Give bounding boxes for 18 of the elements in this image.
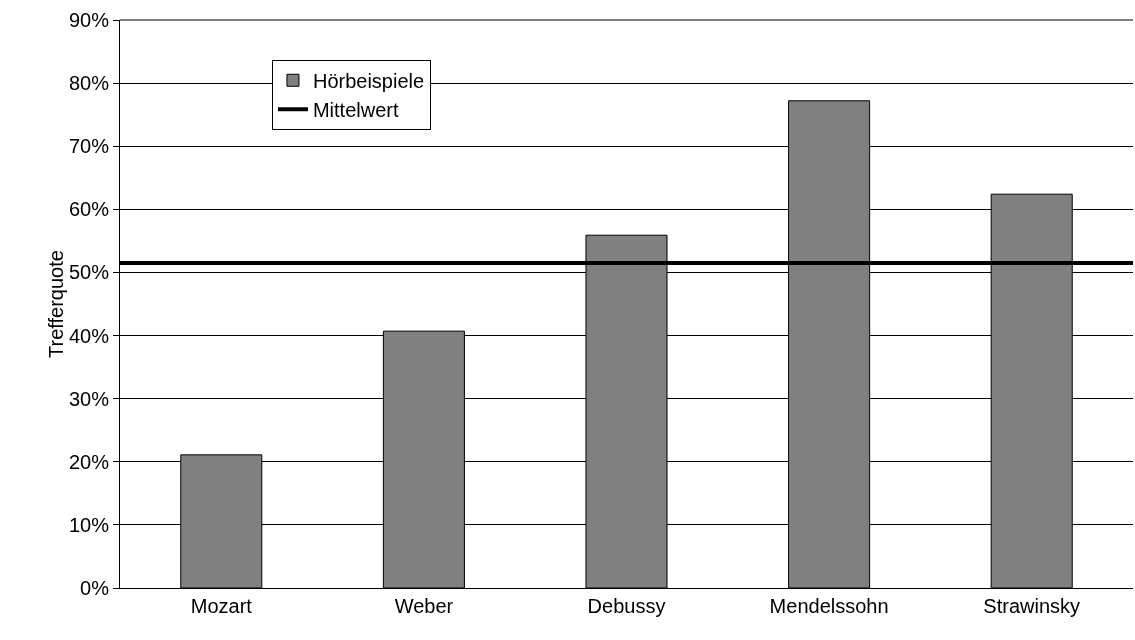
x-tick-label: Mozart [190,595,253,617]
y-tick-label: 30% [68,387,110,410]
legend-label: Mittelwert [312,99,399,122]
y-axis-title: Trefferquote [44,250,67,358]
y-tick-label: 0% [80,577,110,599]
y-tick-label: 90% [68,9,110,31]
x-tick-label: Weber [394,595,454,617]
y-tick-label: 80% [68,72,110,95]
y-tick-label: 40% [68,324,110,347]
x-tick-label: Strawinsky [983,595,1081,617]
y-tick-label: 60% [68,198,110,221]
x-tick-label: Mendelssohn [769,595,889,617]
y-tick-label: 50% [68,261,110,284]
y-tick-label: 20% [68,450,110,473]
legend-label: Hörbeispiele [312,70,425,93]
y-tick-label: 10% [68,513,110,536]
x-tick-label: Debussy [587,595,666,617]
y-tick-label: 70% [68,135,110,158]
